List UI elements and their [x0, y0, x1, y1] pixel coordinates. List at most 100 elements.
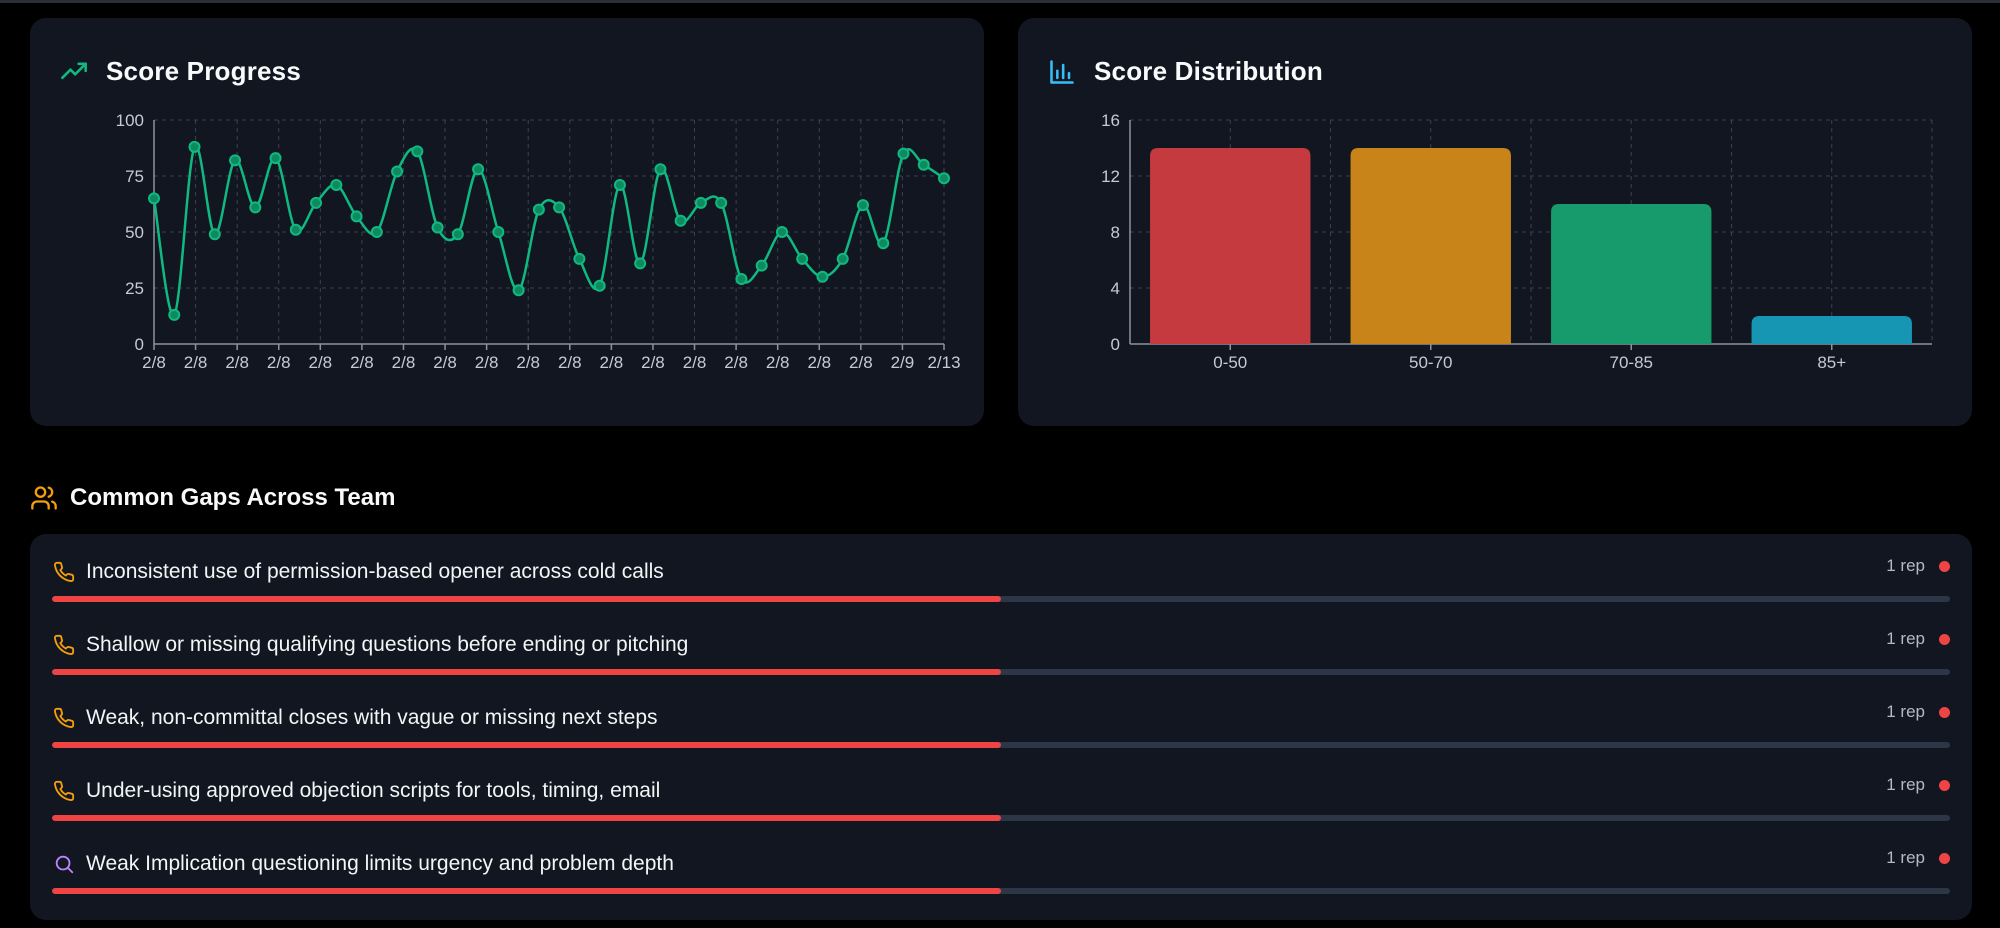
data-point: [694, 196, 707, 209]
gap-meta: 1 rep: [1886, 848, 1950, 868]
data-point: [431, 221, 444, 234]
x-tick-label: 2/8: [641, 353, 665, 372]
score-progress-card: Score Progress 0 25 50 75 100 2/8 2/8 2/8 2/8 2/8…: [30, 18, 984, 426]
gap-title: Weak Implication questioning limits urge…: [86, 852, 674, 875]
data-point: [938, 172, 950, 185]
severity-dot: [1939, 852, 1950, 864]
gap-meta: 1 rep: [1886, 702, 1950, 722]
data-point: [188, 140, 201, 153]
data-point: [249, 201, 262, 214]
score-distribution-chart: 0 4 8 12 16 0-50 50-70 70-85 85+: [1101, 111, 1933, 372]
data-point: [391, 165, 404, 178]
common-gaps-list: Inconsistent use of permission-based ope…: [30, 534, 1972, 920]
data-point: [411, 145, 424, 158]
data-point: [877, 237, 890, 250]
bar-chart-icon: [1048, 57, 1078, 87]
data-point: [451, 228, 464, 241]
x-tick-label: 2/9: [891, 353, 915, 372]
x-tick-label: 50-70: [1409, 353, 1452, 372]
x-tick-label: 2/8: [142, 353, 166, 372]
gap-item[interactable]: Weak, non-committal closes with vague or…: [52, 700, 1950, 760]
x-tick-label: 2/8: [766, 353, 790, 372]
x-tick-label: 2/8: [184, 353, 208, 372]
data-point: [289, 223, 302, 236]
x-tick-label: 2/8: [558, 353, 582, 372]
data-point: [472, 163, 485, 176]
gap-progress-track: [52, 669, 1950, 675]
gap-progress-track: [52, 742, 1950, 748]
x-tick-label: 85+: [1817, 353, 1846, 372]
y-tick-label: 8: [1111, 223, 1120, 242]
data-point: [897, 147, 910, 160]
data-point: [553, 201, 566, 214]
users-icon: [30, 484, 58, 512]
data-point: [674, 214, 687, 227]
common-gaps-title: Common Gaps Across Team: [70, 484, 396, 511]
data-point: [796, 252, 809, 265]
gap-rep-count: 1 rep: [1886, 702, 1925, 721]
data-point: [654, 163, 667, 176]
bar: [1551, 204, 1712, 344]
data-point: [634, 257, 647, 270]
data-point: [532, 203, 545, 216]
gap-progress-fill: [52, 742, 1001, 748]
phone-icon: [52, 779, 76, 803]
y-tick-label: 50: [125, 223, 144, 242]
data-point: [735, 273, 748, 286]
gap-item[interactable]: Weak Implication questioning limits urge…: [52, 846, 1950, 906]
score-progress-header: Score Progress: [60, 56, 301, 87]
gap-item[interactable]: Shallow or missing qualifying questions …: [52, 627, 1950, 687]
data-point: [856, 199, 869, 212]
gap-progress-fill: [52, 888, 1001, 894]
y-tick-label: 25: [125, 279, 144, 298]
x-tick-label: 2/8: [724, 353, 748, 372]
data-point: [512, 284, 525, 297]
score-progress-chart: 0 25 50 75 100 2/8 2/8 2/8 2/8 2/8 2/8 2/8 2/8 2/8 2/8…: [116, 111, 961, 372]
y-tick-label: 75: [125, 167, 144, 186]
x-tick-label: 0-50: [1213, 353, 1247, 372]
data-point: [148, 192, 160, 205]
x-tick-label: 2/8: [308, 353, 332, 372]
data-point: [229, 154, 242, 167]
data-point: [269, 152, 282, 165]
data-point: [310, 196, 323, 209]
gap-item[interactable]: Under-using approved objection scripts f…: [52, 773, 1950, 833]
x-tick-label: 2/8: [475, 353, 499, 372]
score-line: [152, 144, 945, 317]
gap-meta: 1 rep: [1886, 556, 1950, 576]
bar: [1350, 148, 1511, 344]
data-point: [775, 226, 788, 238]
data-point: [168, 308, 181, 321]
x-tick-label: 2/8: [350, 353, 374, 372]
score-progress-title: Score Progress: [106, 56, 302, 86]
data-point: [370, 226, 383, 238]
gap-rep-count: 1 rep: [1886, 848, 1925, 867]
data-point: [755, 259, 768, 272]
x-tick-label: 2/8: [849, 353, 873, 372]
trending-up-icon: [60, 57, 90, 87]
data-point: [836, 252, 849, 265]
data-point: [593, 279, 606, 292]
data-point: [330, 178, 343, 191]
gap-progress-fill: [52, 815, 1001, 821]
severity-dot: [1939, 560, 1950, 572]
score-distribution-header: Score Distribution: [1048, 56, 1323, 87]
y-tick-label: 100: [116, 111, 144, 130]
bar: [1751, 316, 1912, 344]
data-point: [573, 252, 586, 265]
gap-progress-fill: [52, 669, 1001, 675]
severity-dot: [1939, 706, 1950, 718]
data-point: [208, 228, 221, 241]
data-point: [917, 158, 930, 171]
data-point: [816, 270, 829, 283]
gap-title: Shallow or missing qualifying questions …: [86, 633, 689, 656]
gap-rep-count: 1 rep: [1886, 556, 1925, 575]
gap-progress-fill: [52, 596, 1001, 602]
x-tick-label: 2/8: [600, 353, 624, 372]
score-distribution-title: Score Distribution: [1094, 56, 1323, 86]
phone-icon: [52, 560, 76, 584]
gap-item[interactable]: Inconsistent use of permission-based ope…: [52, 554, 1950, 614]
x-tick-label: 2/8: [267, 353, 291, 372]
phone-icon: [52, 706, 76, 730]
data-point: [613, 178, 626, 191]
